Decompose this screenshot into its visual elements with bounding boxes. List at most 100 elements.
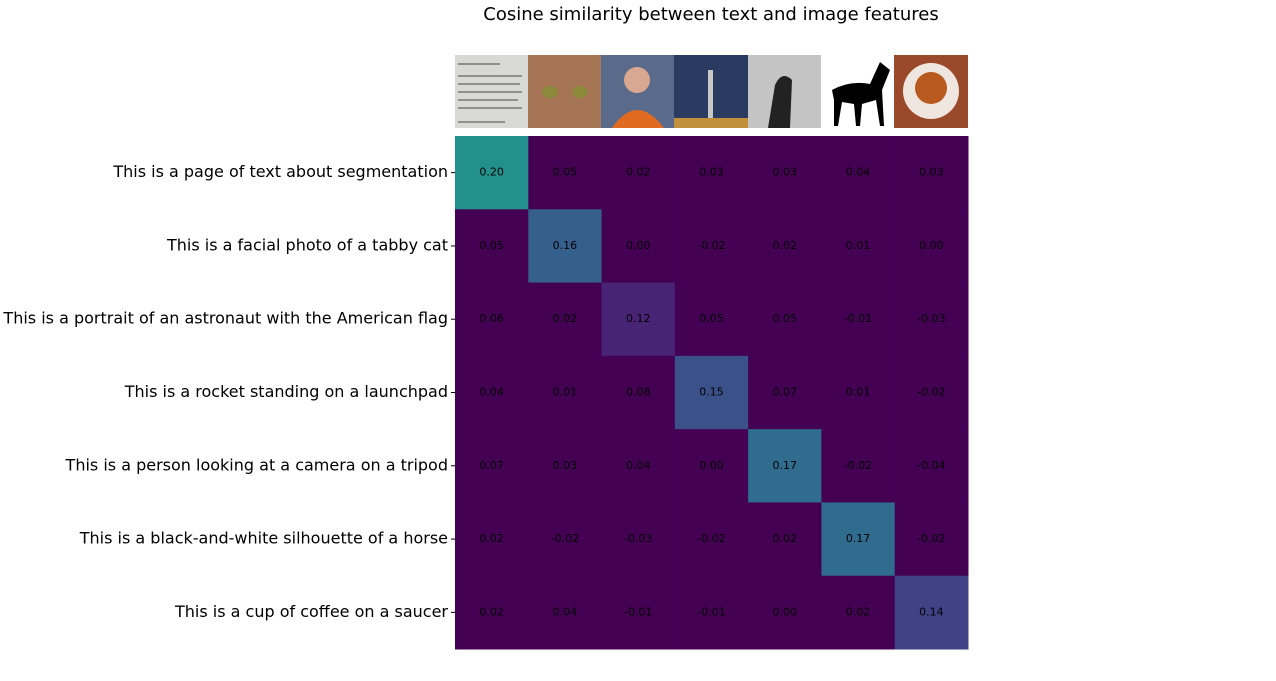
cell-label: 0.00 <box>773 605 798 618</box>
heatmap-cell <box>455 502 529 577</box>
cell-label: 0.04 <box>479 386 504 399</box>
cell-label: 0.01 <box>846 386 871 399</box>
cell-label: -0.02 <box>697 239 725 252</box>
cell-label: -0.03 <box>624 532 652 545</box>
cell-label: 0.16 <box>553 239 578 252</box>
heatmap-cell <box>528 209 603 284</box>
astronaut-face <box>624 67 650 93</box>
cell-label: 0.07 <box>479 459 504 472</box>
heatmap-cell <box>528 282 603 357</box>
cell-label: 0.08 <box>626 386 651 399</box>
cell-label: 0.00 <box>626 239 651 252</box>
heatmap-cell <box>674 136 749 210</box>
heatmap-cell <box>748 575 822 650</box>
cell-label: 0.03 <box>699 166 724 179</box>
cell-label: 0.05 <box>699 312 724 325</box>
cell-label: 0.02 <box>846 605 871 618</box>
cell-label: 0.02 <box>773 532 798 545</box>
heatmap-cell <box>821 575 896 650</box>
heatmap-cell <box>894 575 969 650</box>
heatmap-cell <box>601 502 676 577</box>
cell-label: 0.12 <box>626 312 651 325</box>
cell-label: 0.04 <box>846 166 871 179</box>
heatmap-cell <box>455 429 529 503</box>
heatmap-cell <box>674 429 749 503</box>
cell-label: 0.04 <box>626 459 651 472</box>
heatmap-cell <box>601 575 676 650</box>
heatmap-cell <box>601 429 676 503</box>
cell-label: -0.01 <box>697 605 725 618</box>
heatmap-cell <box>821 282 896 357</box>
cell-label: -0.02 <box>551 532 579 545</box>
row-label: This is a portrait of an astronaut with … <box>2 309 448 328</box>
cell-label: 0.05 <box>773 312 798 325</box>
heatmap-cell <box>528 355 603 430</box>
cell-label: -0.02 <box>697 532 725 545</box>
cell-label: 0.17 <box>773 459 798 472</box>
heatmap-cell <box>748 429 822 503</box>
heatmap-cell <box>821 136 896 210</box>
heatmap-cell <box>455 136 529 210</box>
heatmap-cell <box>894 136 969 210</box>
heatmap-cell <box>455 575 529 650</box>
heatmap-cell <box>455 282 529 357</box>
heatmap-cell <box>821 209 896 284</box>
cell-label: -0.02 <box>917 386 945 399</box>
cell-label: 0.07 <box>773 386 798 399</box>
heatmap-cell <box>674 209 749 284</box>
cell-label: -0.02 <box>917 532 945 545</box>
cell-label: 0.00 <box>919 239 944 252</box>
coffee-cup <box>915 72 947 104</box>
heatmap-cell <box>748 502 822 577</box>
cell-label: 0.02 <box>479 532 504 545</box>
heatmap-cell <box>455 209 529 284</box>
heatmap-cell <box>601 282 676 357</box>
heatmap-cell <box>674 355 749 430</box>
cell-label: 0.17 <box>846 532 871 545</box>
heatmap-cell <box>748 355 822 430</box>
row-label: This is a black-and-white silhouette of … <box>79 529 448 548</box>
cell-label: 0.00 <box>699 459 724 472</box>
row-label: This is a cup of coffee on a saucer <box>174 602 448 621</box>
cell-label: 0.03 <box>773 166 798 179</box>
row-label: This is a page of text about segmentatio… <box>112 162 448 181</box>
heatmap-cell <box>528 575 603 650</box>
cell-label: -0.03 <box>917 312 945 325</box>
image-strip <box>455 55 968 128</box>
astronaut-suit <box>612 110 664 128</box>
heatmap-cell <box>894 355 969 430</box>
launch-lights <box>674 118 748 128</box>
rocket-body <box>708 70 713 120</box>
heatmap-cell <box>601 136 676 210</box>
row-label: This is a person looking at a camera on … <box>65 455 448 474</box>
image-cat <box>528 55 601 128</box>
heatmap-cell <box>894 209 969 284</box>
cell-label: 0.02 <box>626 166 651 179</box>
cell-label: -0.01 <box>844 312 872 325</box>
heatmap-cell <box>894 429 969 503</box>
heatmap-cell <box>748 282 822 357</box>
cameraman-figure <box>768 76 792 128</box>
row-label: This is a rocket standing on a launchpad <box>124 382 448 401</box>
heatmap-cell <box>894 282 969 357</box>
cell-label: 0.03 <box>553 459 578 472</box>
heatmap-cell <box>674 282 749 357</box>
cell-label: -0.01 <box>624 605 652 618</box>
heatmap-cell <box>601 355 676 430</box>
cell-label: 0.05 <box>553 166 578 179</box>
cell-label: 0.01 <box>553 386 578 399</box>
heatmap-cell <box>674 575 749 650</box>
horse-silhouette <box>832 62 890 126</box>
heatmap-cell <box>821 429 896 503</box>
cell-label: 0.14 <box>919 605 944 618</box>
cat-eye <box>542 86 558 98</box>
cell-label: -0.02 <box>844 459 872 472</box>
cell-label: 0.04 <box>553 605 578 618</box>
heatmap-cell <box>894 502 969 577</box>
heatmap-cell <box>748 209 822 284</box>
heatmap-cell <box>748 136 822 210</box>
cell-label: 0.01 <box>846 239 871 252</box>
heatmap-cell <box>674 502 749 577</box>
heatmap-cell <box>528 429 603 503</box>
